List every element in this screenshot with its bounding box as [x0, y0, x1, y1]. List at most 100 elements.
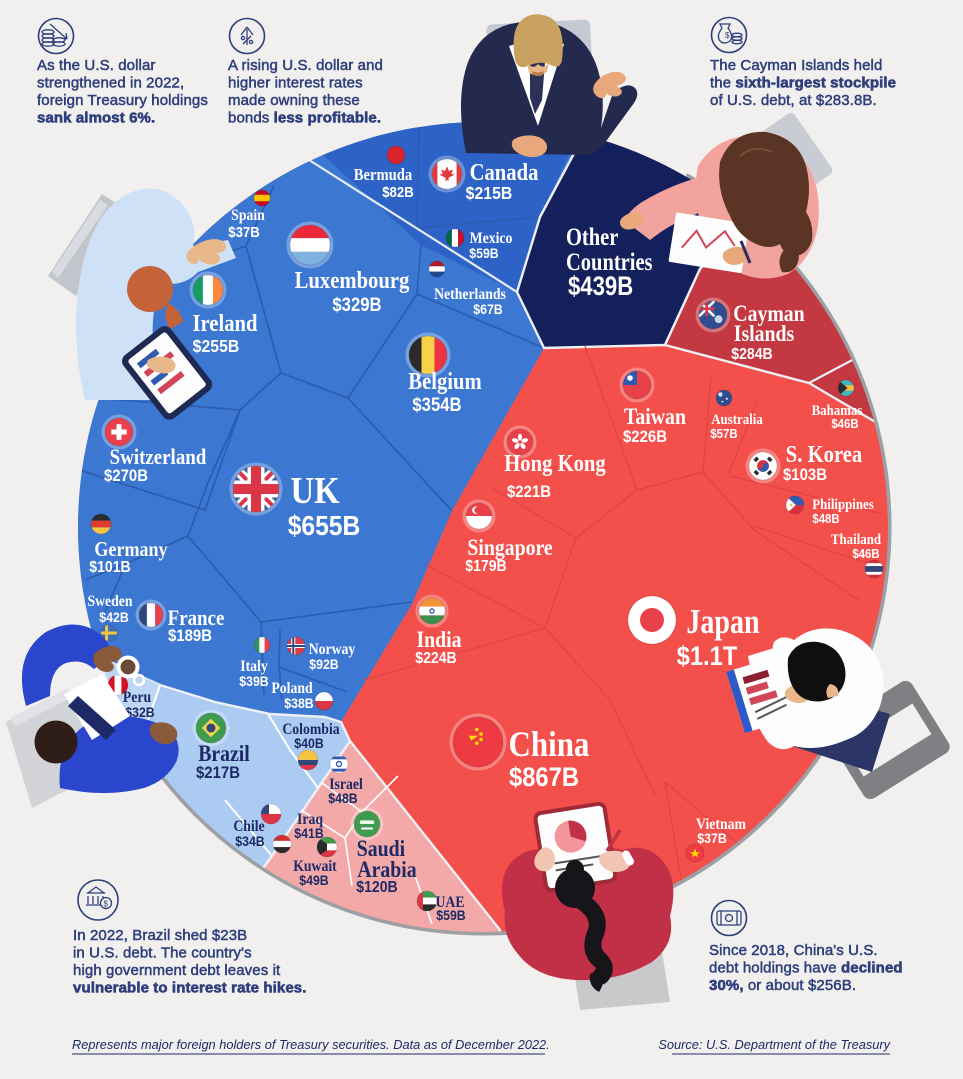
svg-text:$48B: $48B: [328, 790, 357, 806]
svg-text:$284B: $284B: [731, 345, 773, 363]
svg-text:Spain: Spain: [231, 207, 265, 224]
svg-text:strengthened in 2022,: strengthened in 2022,: [37, 75, 184, 92]
svg-text:$48B: $48B: [812, 511, 839, 526]
svg-text:$59B: $59B: [436, 907, 465, 923]
svg-text:Netherlands: Netherlands: [434, 286, 506, 303]
svg-text:Mexico: Mexico: [470, 230, 513, 247]
svg-text:the sixth-largest stockpile: the sixth-largest stockpile: [710, 75, 896, 92]
svg-text:A rising U.S. dollar and: A rising U.S. dollar and: [228, 57, 383, 74]
svg-text:$224B: $224B: [415, 649, 457, 667]
svg-text:Islands: Islands: [734, 321, 794, 347]
svg-text:$37B: $37B: [697, 830, 726, 846]
svg-text:Brazil: Brazil: [198, 741, 250, 767]
svg-text:foreign Treasury holdings: foreign Treasury holdings: [37, 92, 208, 109]
svg-text:$1.1T: $1.1T: [677, 642, 738, 672]
svg-text:$329B: $329B: [332, 294, 381, 315]
svg-text:$42B: $42B: [99, 609, 128, 625]
svg-text:Poland: Poland: [271, 680, 313, 697]
svg-text:$226B: $226B: [623, 428, 667, 446]
svg-text:$38B: $38B: [284, 695, 313, 711]
svg-text:Switzerland: Switzerland: [110, 446, 207, 470]
svg-text:$101B: $101B: [89, 558, 131, 576]
svg-text:Singapore: Singapore: [467, 535, 552, 561]
svg-text:$655B: $655B: [288, 510, 361, 542]
svg-text:Hong Kong: Hong Kong: [504, 450, 605, 477]
svg-text:$57B: $57B: [710, 426, 737, 441]
svg-text:Canada: Canada: [470, 159, 539, 186]
svg-text:As the U.S. dollar: As the U.S. dollar: [37, 57, 156, 74]
svg-text:Represents major foreign holde: Represents major foreign holders of Trea…: [72, 1037, 550, 1052]
svg-text:Italy: Italy: [240, 658, 268, 675]
svg-text:$270B: $270B: [104, 467, 148, 485]
svg-text:UAE: UAE: [435, 894, 464, 911]
svg-text:Luxembourg: Luxembourg: [295, 267, 410, 294]
svg-text:$67B: $67B: [473, 301, 502, 317]
svg-text:higher interest rates: higher interest rates: [228, 75, 363, 92]
svg-text:$354B: $354B: [412, 394, 461, 415]
svg-text:$46B: $46B: [852, 546, 879, 561]
svg-text:Australia: Australia: [711, 412, 763, 428]
svg-text:Source: U.S. Department of the: Source: U.S. Department of the Treasury: [658, 1037, 891, 1052]
svg-text:Philippines: Philippines: [812, 497, 874, 513]
svg-text:$120B: $120B: [356, 878, 398, 896]
svg-text:$439B: $439B: [568, 272, 633, 302]
svg-text:made owning these: made owning these: [228, 92, 360, 109]
svg-text:Thailand: Thailand: [831, 532, 881, 548]
svg-text:$39B: $39B: [239, 673, 268, 689]
svg-text:Arabia: Arabia: [357, 857, 417, 883]
svg-text:Other: Other: [566, 223, 618, 250]
svg-text:$255B: $255B: [193, 336, 240, 356]
svg-text:$32B: $32B: [125, 704, 154, 720]
svg-text:Sweden: Sweden: [87, 593, 133, 610]
svg-text:Cayman: Cayman: [733, 301, 804, 327]
svg-text:Japan: Japan: [686, 602, 759, 641]
svg-text:$34B: $34B: [235, 833, 264, 849]
svg-text:The Cayman Islands held: The Cayman Islands held: [710, 57, 882, 74]
svg-text:$59B: $59B: [469, 245, 498, 261]
svg-text:$215B: $215B: [466, 183, 513, 203]
svg-text:Kuwait: Kuwait: [293, 858, 337, 875]
svg-text:$49B: $49B: [299, 872, 328, 888]
svg-text:Taiwan: Taiwan: [624, 404, 686, 430]
svg-text:China: China: [509, 725, 590, 765]
svg-text:$103B: $103B: [783, 466, 827, 484]
svg-text:$189B: $189B: [168, 627, 212, 645]
svg-text:Peru: Peru: [123, 689, 151, 706]
svg-text:Ireland: Ireland: [193, 310, 258, 337]
svg-text:$: $: [104, 900, 109, 909]
svg-text:UK: UK: [290, 469, 339, 512]
svg-text:Iraq: Iraq: [297, 811, 324, 828]
svg-text:high government debt leaves it: high government debt leaves it: [73, 962, 281, 979]
svg-text:$41B: $41B: [294, 825, 323, 841]
svg-text:sank almost 6%.: sank almost 6%.: [37, 110, 155, 127]
svg-text:Countries: Countries: [566, 248, 653, 275]
svg-text:Norway: Norway: [309, 641, 356, 658]
svg-text:Colombia: Colombia: [282, 721, 340, 738]
svg-text:$867B: $867B: [509, 763, 579, 793]
svg-text:Since 2018, China's U.S.: Since 2018, China's U.S.: [709, 942, 878, 959]
svg-text:$82B: $82B: [382, 183, 414, 200]
svg-text:$179B: $179B: [465, 557, 507, 575]
svg-text:debt holdings have declined: debt holdings have declined: [709, 960, 903, 977]
svg-text:S. Korea: S. Korea: [786, 441, 862, 468]
svg-text:Bermuda: Bermuda: [354, 166, 413, 184]
svg-text:$40B: $40B: [294, 735, 323, 751]
svg-text:Belgium: Belgium: [408, 368, 482, 395]
svg-text:Vietnam: Vietnam: [696, 816, 746, 833]
svg-text:of U.S. debt, at $283.8B.: of U.S. debt, at $283.8B.: [710, 92, 877, 109]
svg-text:India: India: [416, 627, 461, 653]
svg-text:$46B: $46B: [831, 416, 858, 431]
svg-text:in U.S. debt. The country's: in U.S. debt. The country's: [73, 945, 252, 962]
svg-text:$217B: $217B: [196, 764, 240, 782]
svg-text:$: $: [725, 31, 730, 40]
svg-text:Chile: Chile: [233, 818, 265, 835]
svg-text:Germany: Germany: [94, 539, 167, 562]
svg-text:$37B: $37B: [228, 223, 260, 240]
svg-text:30%, or about $256B.: 30%, or about $256B.: [709, 977, 856, 994]
svg-text:Israel: Israel: [329, 776, 363, 793]
svg-text:vulnerable to interest rate hi: vulnerable to interest rate hikes.: [73, 980, 306, 997]
svg-text:Bahamas: Bahamas: [812, 403, 863, 419]
svg-text:$221B: $221B: [507, 483, 551, 501]
svg-text:Saudi: Saudi: [357, 836, 405, 862]
svg-text:$92B: $92B: [309, 656, 338, 672]
